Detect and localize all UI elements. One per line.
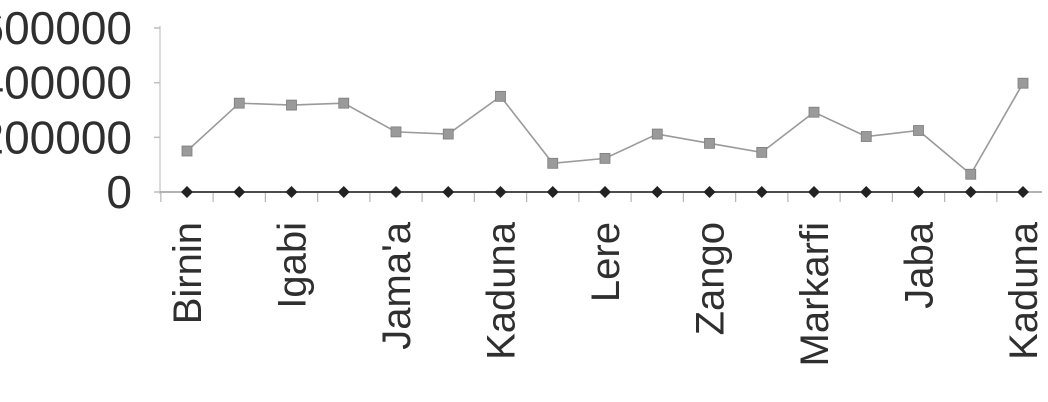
data-point-square [808, 106, 820, 118]
data-point-diamond [337, 186, 350, 198]
data-point-diamond [964, 186, 977, 198]
data-point-square [860, 131, 872, 142]
data-point-diamond [390, 186, 402, 198]
data-point-diamond [181, 186, 193, 198]
data-point-diamond [442, 186, 455, 198]
data-point-square [756, 146, 768, 158]
x-tick-label: Kaduna [1002, 221, 1046, 360]
data-point-square [1017, 77, 1029, 89]
data-point-diamond [912, 186, 925, 198]
tick-labels: 0200000400000600000 Birnin Igabi Jama'a Kadu… [0, 2, 1046, 366]
data-point-square [390, 126, 402, 138]
y-tick-label: 0 [106, 166, 132, 218]
data-point-square [651, 128, 663, 140]
data-point-diamond [703, 186, 716, 198]
x-tick-label: Markarfi [793, 222, 837, 366]
data-point-diamond [599, 186, 611, 198]
data-point-diamond [808, 186, 820, 198]
y-tick-label: 200000 [0, 111, 132, 163]
data-point-diamond [285, 186, 298, 198]
series-layer [181, 77, 1029, 198]
data-point-square [704, 137, 715, 149]
data-point-diamond [860, 186, 873, 198]
data-point-square [965, 168, 977, 180]
x-tick-label: Jama'a [375, 221, 419, 349]
data-point-diamond [755, 186, 768, 198]
x-tick-label: Igabi [271, 222, 315, 309]
y-tick-label: 400000 [0, 57, 132, 109]
x-tick-label: Birnin [166, 222, 210, 324]
data-point-diamond [1017, 186, 1029, 198]
data-point-square [338, 97, 350, 109]
data-point-square [913, 125, 924, 136]
data-point-square [233, 97, 245, 109]
x-tick-label: Kaduna [480, 221, 524, 360]
data-point-square [495, 90, 506, 102]
data-point-diamond [546, 186, 559, 198]
data-point-diamond [494, 186, 507, 198]
data-point-square [286, 99, 297, 111]
x-tick-label: Jaba [898, 221, 942, 308]
x-tick-label: Lere [584, 222, 628, 302]
data-point-square [599, 152, 611, 164]
data-point-square [442, 128, 454, 140]
y-tick-label: 600000 [0, 2, 132, 54]
data-point-square [547, 157, 559, 169]
data-point-diamond [651, 186, 664, 198]
axes [154, 26, 1042, 202]
data-point-diamond [233, 186, 246, 198]
x-tick-label: Zango [689, 222, 733, 335]
data-point-square [181, 145, 193, 157]
